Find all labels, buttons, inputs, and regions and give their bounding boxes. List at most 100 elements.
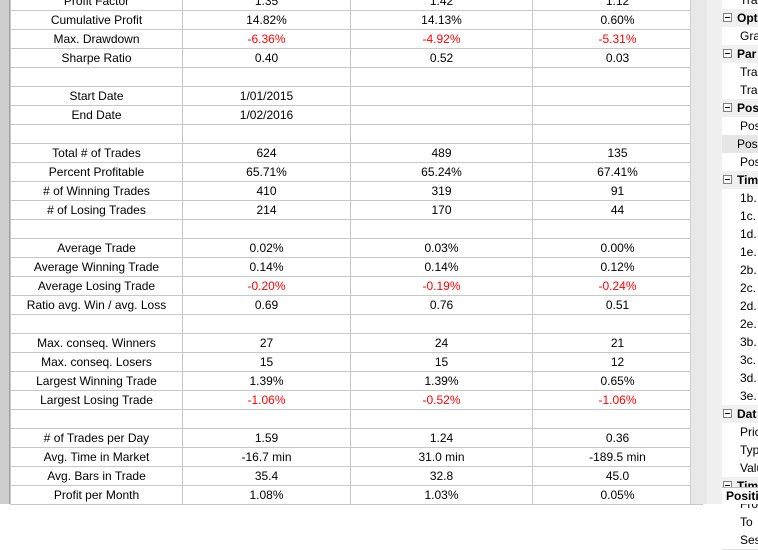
metric-value-col-1: 0.40 <box>182 48 351 68</box>
property-category[interactable]: Pos <box>722 99 758 118</box>
property-label: 2d. <box>740 299 757 313</box>
collapse-icon[interactable] <box>723 49 732 58</box>
property-item[interactable]: 1e. <box>722 243 758 262</box>
property-item[interactable]: Typ <box>722 441 758 460</box>
metric-value-col-1 <box>182 67 351 87</box>
metric-value-col-1: 1/02/2016 <box>182 105 351 125</box>
metric-label: Average Trade <box>10 238 183 258</box>
property-item[interactable]: Pric <box>722 423 758 442</box>
table-row: # of Winning Trades 410 319 91 <box>10 181 703 201</box>
collapse-icon[interactable] <box>723 175 732 184</box>
metric-value-col-3: 44 <box>532 200 703 220</box>
collapse-icon[interactable] <box>723 13 732 22</box>
metric-label <box>10 219 183 239</box>
metric-value-col-3: 0.00% <box>532 238 703 258</box>
metric-value-col-1 <box>182 409 351 429</box>
table-row: Average Losing Trade -0.20% -0.19% -0.24% <box>10 276 703 296</box>
metric-value-col-2: 1.39% <box>350 371 533 391</box>
property-item[interactable]: 1b. <box>722 189 758 208</box>
metric-label: Cumulative Profit <box>10 10 183 30</box>
property-category[interactable]: Tim <box>722 171 758 190</box>
metric-value-col-1 <box>182 124 351 144</box>
property-label: 2e. <box>740 317 757 331</box>
metric-label <box>10 67 183 87</box>
metric-value-col-2: 489 <box>350 143 533 163</box>
property-item[interactable]: 3e. <box>722 387 758 406</box>
property-category[interactable]: Par <box>722 45 758 64</box>
vertical-scrollbar[interactable] <box>690 0 708 504</box>
table-row: Percent Profitable 65.71% 65.24% 67.41% <box>10 162 703 182</box>
table-row <box>10 124 703 144</box>
table-row: # of Losing Trades 214 170 44 <box>10 200 703 220</box>
metric-label: Average Losing Trade <box>10 276 183 296</box>
property-grid: Tra Opt Gra Par Tra Tra Pos Pos Pos Pos Tim 1b. 1c. 1… <box>722 0 758 550</box>
property-item[interactable]: Gra <box>722 27 758 46</box>
metric-value-col-3 <box>532 86 703 106</box>
metric-value-col-3 <box>532 124 703 144</box>
table-row: Cumulative Profit 14.82% 14.13% 0.60% <box>10 10 703 30</box>
metric-value-col-3: 67.41% <box>532 162 703 182</box>
property-item[interactable]: Tra <box>722 63 758 82</box>
property-item[interactable]: 2d. <box>722 297 758 316</box>
property-item[interactable]: To <box>722 513 758 532</box>
metric-value-col-3: 0.36 <box>532 428 703 448</box>
metric-value-col-1 <box>182 219 351 239</box>
metric-value-col-2: 32.8 <box>350 466 533 486</box>
metric-label: Avg. Bars in Trade <box>10 466 183 486</box>
metric-value-col-2: 0.14% <box>350 257 533 277</box>
collapse-icon[interactable] <box>723 409 732 418</box>
property-item[interactable]: 1c. <box>722 207 758 226</box>
metric-value-col-3 <box>532 67 703 87</box>
metric-label: # of Losing Trades <box>10 200 183 220</box>
property-item[interactable]: 2c. <box>722 279 758 298</box>
property-label: 1e. <box>740 245 757 259</box>
property-label: Gra <box>740 29 758 43</box>
metric-value-col-1: 1/01/2015 <box>182 86 351 106</box>
property-label: Ses <box>740 533 758 547</box>
metric-value-col-1: 1.35 <box>182 0 351 11</box>
property-item[interactable]: 3b. <box>722 333 758 352</box>
metric-label: Profit Factor <box>10 0 183 11</box>
property-label: Valu <box>740 461 758 475</box>
metric-value-col-1: 15 <box>182 352 351 372</box>
property-label: Pos <box>737 137 758 151</box>
property-item[interactable]: Ses <box>722 531 758 550</box>
table-row: # of Trades per Day 1.59 1.24 0.36 <box>10 428 703 448</box>
property-item[interactable]: 3c. <box>722 351 758 370</box>
property-item[interactable]: Tra <box>722 81 758 100</box>
property-label: Pos <box>737 101 758 115</box>
metric-value-col-2: 24 <box>350 333 533 353</box>
metric-value-col-3: 0.51 <box>532 295 703 315</box>
property-item[interactable]: 1d. <box>722 225 758 244</box>
property-category[interactable]: Opt <box>722 9 758 28</box>
metric-value-col-1: 1.59 <box>182 428 351 448</box>
metric-value-col-1: 1.08% <box>182 485 351 505</box>
collapse-icon[interactable] <box>723 103 732 112</box>
metric-value-col-1: 1.39% <box>182 371 351 391</box>
performance-table: Profit Factor 1.35 1.42 1.12 Cumulative Prof… <box>10 0 703 505</box>
metric-value-col-3: 21 <box>532 333 703 353</box>
metric-label: Max. conseq. Winners <box>10 333 183 353</box>
metric-value-col-2: 15 <box>350 352 533 372</box>
table-row: Avg. Bars in Trade 35.4 32.8 45.0 <box>10 466 703 486</box>
metric-value-col-2: -4.92% <box>350 29 533 49</box>
metric-value-col-3 <box>532 314 703 334</box>
metric-value-col-2: 319 <box>350 181 533 201</box>
property-item[interactable]: Pos <box>722 117 758 136</box>
property-category[interactable]: Dat <box>722 405 758 424</box>
metric-value-col-3: 0.60% <box>532 10 703 30</box>
table-row: Max. Drawdown -6.36% -4.92% -5.31% <box>10 29 703 49</box>
metric-label: Largest Winning Trade <box>10 371 183 391</box>
property-item[interactable]: Valu <box>722 459 758 478</box>
metric-value-col-2 <box>350 314 533 334</box>
property-item[interactable]: Pos <box>722 135 758 154</box>
property-item[interactable]: 2e. <box>722 315 758 334</box>
splitter[interactable] <box>707 0 722 504</box>
property-item[interactable]: 2b. <box>722 261 758 280</box>
property-item[interactable]: 3d. <box>722 369 758 388</box>
metric-label: Max. Drawdown <box>10 29 183 49</box>
property-item[interactable]: Pos <box>722 153 758 172</box>
metric-value-col-1: -6.36% <box>182 29 351 49</box>
metric-value-col-3 <box>532 409 703 429</box>
metric-value-col-2: -0.19% <box>350 276 533 296</box>
